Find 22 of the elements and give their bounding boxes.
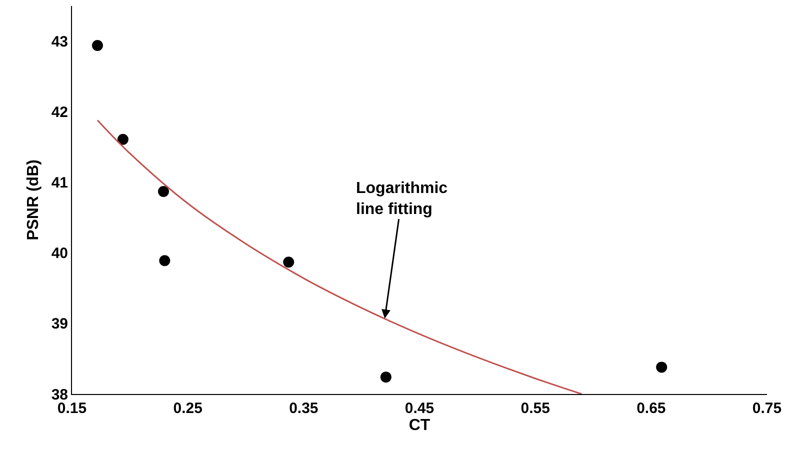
point (92, 40, 103, 52)
y-tick-label: 40 (51, 245, 68, 262)
x-tick-label: 0.65 (636, 400, 666, 417)
y-tick-label: 43 (51, 34, 68, 51)
x-tick-label: 0.35 (289, 400, 318, 417)
point (117, 134, 128, 145)
annotation: Logarithmic line fitting (356, 180, 448, 218)
y-tick-label: 42 (51, 104, 68, 122)
point (158, 186, 170, 198)
point (656, 362, 668, 373)
y-tick-label: 39 (51, 316, 68, 333)
y-axis-title: PSNR (dB) (25, 160, 42, 240)
x-axis-title: CT (408, 417, 430, 434)
point (380, 372, 392, 383)
point (283, 256, 294, 268)
x-tick-label: 0.55 (520, 400, 550, 417)
x-tick-label: 0.45 (404, 400, 434, 417)
y-tick-label: 41 (51, 174, 68, 192)
line-series (96, 120, 582, 394)
x-tick-label: 0.25 (173, 400, 202, 417)
x-tick-label: 0.75 (752, 400, 782, 417)
point (159, 255, 170, 266)
